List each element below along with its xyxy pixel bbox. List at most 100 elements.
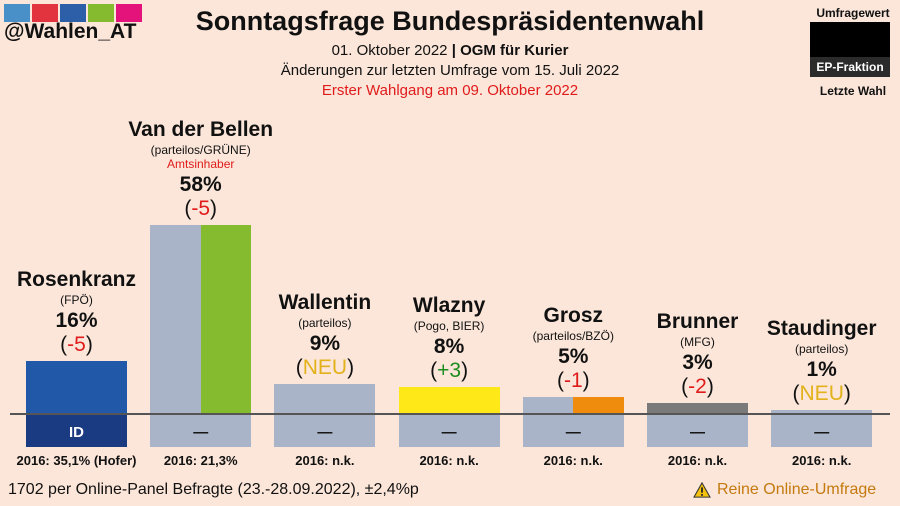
previous-result: 2016: n.k. [543, 453, 603, 468]
candidate-change: (-5) [0, 333, 162, 357]
candidate-value: 1% [806, 357, 837, 381]
sample-info: 1702 per Online-Panel Befragte (23.-28.0… [8, 481, 419, 498]
online-warning: Reine Online-Umfrage [693, 481, 876, 499]
candidate-value: 9% [309, 331, 341, 355]
ep-group-block [771, 415, 873, 447]
election-note: Erster Wahlgang am 09. Oktober 2022 [321, 82, 579, 99]
poll-date: 01. Oktober 2022 [331, 42, 448, 59]
change-paren-close: ) [461, 359, 469, 382]
warning-text: Reine Online-Umfrage [717, 481, 877, 498]
pollster: OGM für Kurier [460, 42, 569, 59]
change-paren-close: ) [843, 381, 851, 405]
candidate-change: (-1) [488, 369, 658, 393]
previous-result: 2016: n.k. [667, 453, 728, 468]
candidate-party: (parteilos) [795, 341, 849, 356]
bar-left [771, 409, 822, 413]
bar-right [573, 396, 624, 413]
candidate-name: Rosenkranz [16, 268, 137, 291]
change-value: -2 [688, 375, 707, 399]
candidate-value: 5% [558, 344, 589, 368]
bar-left [150, 224, 201, 413]
change-paren-close: ) [85, 333, 93, 356]
change-value: -5 [67, 333, 86, 356]
candidate-change: (-5) [116, 197, 286, 221]
bar-right [76, 361, 127, 413]
warning-icon [693, 482, 711, 498]
bar-left [522, 396, 574, 413]
brand-stripe [88, 4, 114, 22]
chart-title: Sonntagsfrage Bundespräsidentenwahl [195, 6, 705, 36]
ep-group-label: — [814, 424, 830, 441]
ep-group-label: — [441, 424, 457, 441]
legend-poll-value: Umfragewert [816, 6, 890, 20]
previous-result: 2016: 21,3% [163, 453, 238, 468]
change-value: NEU [799, 381, 844, 405]
change-paren-close: ) [582, 368, 590, 392]
candidate-value: 3% [682, 351, 713, 375]
candidate-value: 16% [55, 309, 98, 332]
bar-right [200, 224, 252, 413]
bar-left [647, 403, 698, 413]
poll-info: 01. Oktober 2022 | OGM für Kurier [0, 42, 900, 59]
legend-last-election: Letzte Wahl [819, 84, 887, 98]
change-paren-open: ( [556, 368, 564, 392]
change-value: NEU [302, 355, 348, 379]
candidate-party: (MFG) [680, 335, 715, 350]
bar-left [398, 387, 450, 413]
ep-group-block [274, 415, 376, 447]
bar-right [697, 403, 748, 413]
brand-stripe [4, 4, 30, 22]
bar-right [449, 387, 500, 413]
change-paren-open: ( [430, 359, 438, 382]
candidate-value: 8% [433, 335, 465, 358]
candidate-change: (+3) [364, 359, 534, 383]
candidate-label: Brunner (MFG) 3% (-2) [613, 310, 783, 399]
bar-left [26, 361, 77, 413]
previous-result: 2016: n.k. [419, 453, 479, 468]
candidate-label: Rosenkranz (FPÖ) 16% (-5) [0, 268, 162, 357]
candidate-change: (-2) [613, 375, 783, 399]
brand-stripes [4, 4, 142, 22]
change-paren-open: ( [681, 375, 689, 399]
candidate-change: (NEU) [737, 382, 900, 406]
chart-baseline [10, 413, 890, 415]
previous-result: 2016: n.k. [295, 453, 355, 468]
candidate-label: Van der Bellen (parteilos/GRÜNE) Amtsinhab… [116, 118, 286, 221]
candidate-party: (Pogo, BIER) [413, 319, 485, 333]
change-paren-open: ( [184, 196, 192, 220]
candidate-name: Grosz [543, 303, 604, 327]
change-paren-close: ) [210, 196, 218, 220]
candidate-name: Brunner [656, 310, 739, 334]
candidate-party: (parteilos) [298, 315, 352, 330]
poll-separator: | [451, 42, 456, 59]
change-paren-open: ( [60, 333, 68, 356]
bar-right [324, 383, 376, 413]
ep-group-block [26, 415, 127, 447]
change-value: -1 [563, 368, 583, 392]
ep-group-block [522, 415, 624, 447]
candidate-note: Amtsinhaber [167, 156, 235, 171]
ep-group-label: ID [69, 424, 84, 441]
change-value: +3 [437, 359, 462, 382]
ep-group-block [398, 415, 500, 447]
change-paren-open: ( [792, 381, 800, 405]
change-paren-open: ( [295, 355, 303, 379]
ep-group-label: — [193, 424, 209, 441]
candidate-name: Wlazny [412, 294, 486, 317]
ep-group-label: — [317, 424, 333, 441]
candidate-label: Wlazny (Pogo, BIER) 8% (+3) [364, 294, 534, 383]
candidate-change: (NEU) [240, 356, 410, 380]
candidate-label: Staudinger (parteilos) 1% (NEU) [737, 317, 900, 406]
change-note: Änderungen zur letzten Umfrage vom 15. J… [280, 62, 620, 79]
brand-handle: @Wahlen_AT [4, 20, 137, 43]
candidate-party: (parteilos/BZÖ) [532, 328, 614, 343]
brand-stripe [60, 4, 86, 22]
ep-group-block [647, 415, 748, 447]
change-paren-close: ) [347, 355, 355, 379]
candidate-name: Van der Bellen [128, 117, 274, 141]
legend-ep-group: EP-Fraktion [810, 57, 890, 77]
candidate-party: (FPÖ) [60, 293, 93, 307]
previous-result: 2016: n.k. [792, 453, 852, 468]
candidate-party: (parteilos/GRÜNE) [150, 142, 251, 157]
bar-left [274, 383, 325, 413]
